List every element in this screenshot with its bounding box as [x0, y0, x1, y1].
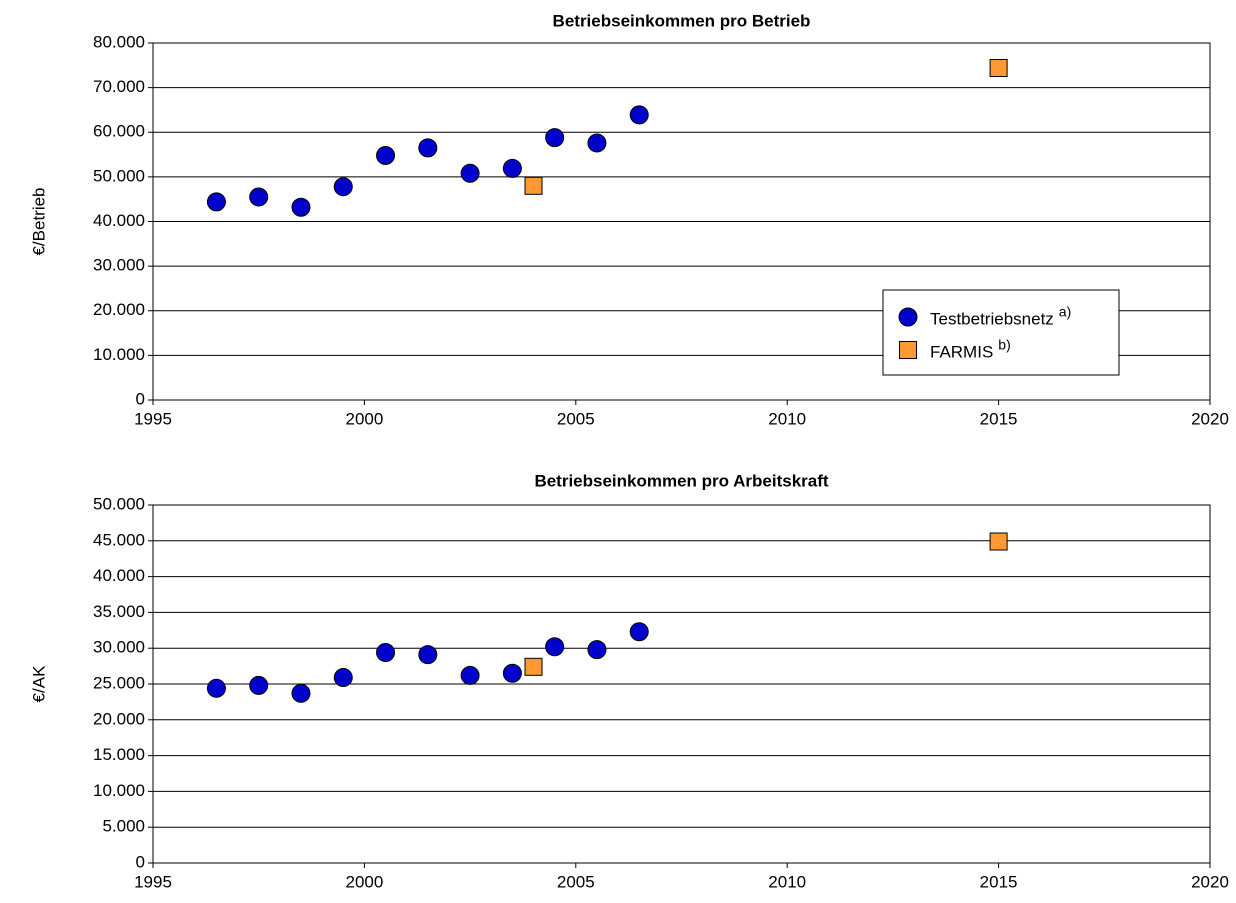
legend-superscript: b): [998, 337, 1010, 353]
marker-circle: [460, 665, 480, 685]
y-tick-label: 40.000: [93, 566, 145, 585]
marker-circle: [418, 645, 438, 665]
x-tick-label: 2010: [768, 409, 806, 428]
marker-circle: [545, 637, 565, 657]
x-tick-label: 1995: [134, 409, 172, 428]
x-tick-label: 2015: [980, 872, 1018, 891]
y-axis-label: €/AK: [29, 665, 48, 703]
marker-circle: [502, 158, 522, 178]
marker-square: [524, 176, 543, 195]
y-tick-label: 0: [136, 852, 145, 871]
chart-title: Betriebseinkommen pro Arbeitskraft: [534, 471, 828, 490]
y-tick-label: 0: [136, 389, 145, 408]
x-tick-label: 2020: [1191, 409, 1229, 428]
y-tick-label: 25.000: [93, 673, 145, 692]
marker-circle: [249, 187, 269, 207]
marker-circle: [587, 133, 607, 153]
marker-circle: [502, 663, 522, 683]
y-tick-label: 30.000: [93, 638, 145, 657]
x-tick-label: 2000: [345, 872, 383, 891]
marker-circle: [376, 642, 396, 662]
marker-circle: [418, 138, 438, 158]
x-tick-label: 2015: [980, 409, 1018, 428]
y-tick-label: 60.000: [93, 122, 145, 141]
marker-circle: [249, 675, 269, 695]
legend-label: FARMIS: [930, 342, 993, 361]
x-tick-label: 2005: [557, 409, 595, 428]
legend-superscript: a): [1059, 304, 1071, 320]
plot-frame: [152, 504, 1211, 864]
y-tick-label: 80.000: [93, 32, 145, 51]
y-tick-label: 20.000: [93, 300, 145, 319]
marker-circle: [291, 197, 311, 217]
marker-circle: [376, 145, 396, 165]
marker-circle: [291, 683, 311, 703]
x-tick-label: 2010: [768, 872, 806, 891]
plot-frame: [152, 42, 1211, 401]
y-tick-label: 5.000: [102, 817, 145, 836]
marker-square: [989, 58, 1008, 77]
y-tick-label: 50.000: [93, 494, 145, 513]
x-tick-label: 2005: [557, 872, 595, 891]
x-tick-label: 2020: [1191, 872, 1229, 891]
marker-circle: [206, 192, 226, 212]
marker-circle: [333, 668, 353, 688]
marker-square: [989, 532, 1008, 551]
y-tick-label: 45.000: [93, 530, 145, 549]
y-tick-label: 30.000: [93, 256, 145, 275]
legend-label: Testbetriebsnetz: [930, 309, 1054, 328]
x-tick-label: 2000: [345, 409, 383, 428]
chart-title: Betriebseinkommen pro Betrieb: [553, 11, 811, 30]
x-tick-label: 1995: [134, 872, 172, 891]
y-tick-label: 15.000: [93, 745, 145, 764]
y-tick-label: 20.000: [93, 709, 145, 728]
y-tick-label: 10.000: [93, 345, 145, 364]
y-axis-label: €/Betrieb: [29, 187, 48, 255]
marker-circle: [629, 105, 649, 125]
marker-circle: [460, 163, 480, 183]
marker-circle: [206, 678, 226, 698]
marker-circle: [629, 622, 649, 642]
marker-circle: [333, 177, 353, 197]
marker-square: [899, 341, 917, 359]
marker-circle: [898, 307, 918, 327]
y-tick-label: 35.000: [93, 602, 145, 621]
marker-circle: [545, 128, 565, 148]
y-tick-label: 10.000: [93, 781, 145, 800]
y-tick-label: 40.000: [93, 211, 145, 230]
legend-box: [882, 289, 1120, 376]
marker-square: [524, 657, 543, 676]
y-tick-label: 50.000: [93, 166, 145, 185]
y-tick-label: 70.000: [93, 77, 145, 96]
marker-circle: [587, 640, 607, 660]
